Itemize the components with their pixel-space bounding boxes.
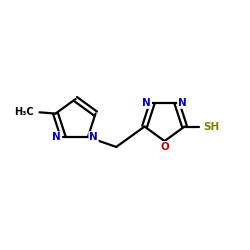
Text: H₃C: H₃C	[14, 107, 33, 117]
Text: SH: SH	[203, 122, 219, 132]
Text: N: N	[142, 98, 151, 108]
Text: O: O	[160, 142, 169, 152]
Text: N: N	[89, 132, 98, 142]
Text: N: N	[178, 98, 187, 108]
Text: N: N	[52, 132, 61, 142]
